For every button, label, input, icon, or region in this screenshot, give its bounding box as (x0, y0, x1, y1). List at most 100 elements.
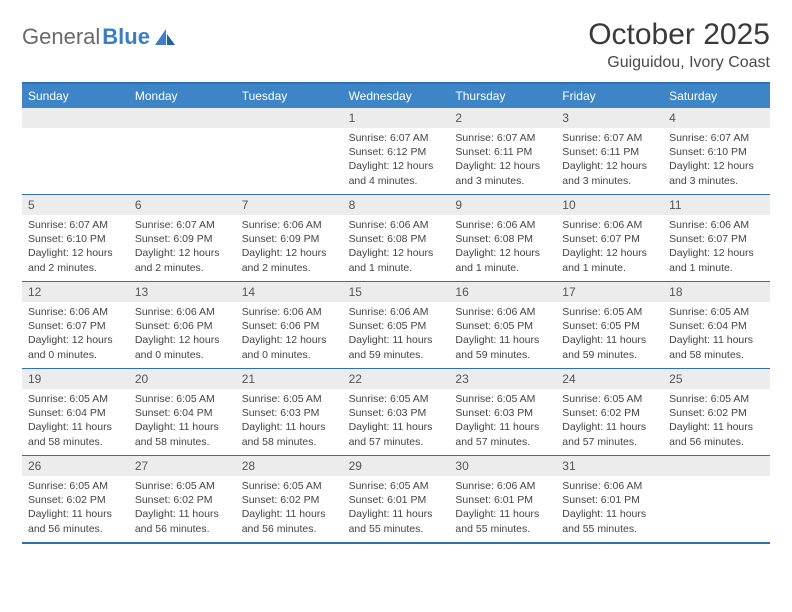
sunrise-text: Sunrise: 6:07 AM (455, 131, 550, 145)
calendar-cell (129, 108, 236, 194)
daylight-text: Daylight: 11 hours (349, 333, 444, 347)
day-details: Sunrise: 6:06 AMSunset: 6:01 PMDaylight:… (449, 476, 556, 540)
calendar-cell: 12Sunrise: 6:06 AMSunset: 6:07 PMDayligh… (22, 282, 129, 368)
calendar-cell: 4Sunrise: 6:07 AMSunset: 6:10 PMDaylight… (663, 108, 770, 194)
daylight-text: Daylight: 12 hours (135, 333, 230, 347)
day-details: Sunrise: 6:05 AMSunset: 6:03 PMDaylight:… (236, 389, 343, 453)
day-number: 14 (236, 282, 343, 302)
title-block: October 2025 Guiguidou, Ivory Coast (588, 18, 770, 72)
day-details: Sunrise: 6:05 AMSunset: 6:03 PMDaylight:… (449, 389, 556, 453)
calendar-cell: 5Sunrise: 6:07 AMSunset: 6:10 PMDaylight… (22, 195, 129, 281)
calendar-cell (22, 108, 129, 194)
daylight-text: and 2 minutes. (135, 261, 230, 275)
day-number: 3 (556, 108, 663, 128)
day-number: 30 (449, 456, 556, 476)
calendar-cell: 14Sunrise: 6:06 AMSunset: 6:06 PMDayligh… (236, 282, 343, 368)
day-details: Sunrise: 6:05 AMSunset: 6:04 PMDaylight:… (22, 389, 129, 453)
sunrise-text: Sunrise: 6:05 AM (135, 479, 230, 493)
calendar-cell: 26Sunrise: 6:05 AMSunset: 6:02 PMDayligh… (22, 456, 129, 542)
day-details: Sunrise: 6:06 AMSunset: 6:07 PMDaylight:… (22, 302, 129, 366)
sunset-text: Sunset: 6:09 PM (242, 232, 337, 246)
day-number: 11 (663, 195, 770, 215)
daylight-text: Daylight: 12 hours (455, 159, 550, 173)
day-number: 23 (449, 369, 556, 389)
sunset-text: Sunset: 6:05 PM (455, 319, 550, 333)
logo: General Blue (22, 18, 176, 50)
day-header-cell: Sunday (22, 84, 129, 108)
sunset-text: Sunset: 6:04 PM (669, 319, 764, 333)
daylight-text: Daylight: 12 hours (28, 246, 123, 260)
calendar-cell: 28Sunrise: 6:05 AMSunset: 6:02 PMDayligh… (236, 456, 343, 542)
daylight-text: Daylight: 12 hours (28, 333, 123, 347)
day-number: 21 (236, 369, 343, 389)
calendar-week: 5Sunrise: 6:07 AMSunset: 6:10 PMDaylight… (22, 194, 770, 281)
calendar-cell: 23Sunrise: 6:05 AMSunset: 6:03 PMDayligh… (449, 369, 556, 455)
daylight-text: and 59 minutes. (562, 348, 657, 362)
day-details: Sunrise: 6:07 AMSunset: 6:09 PMDaylight:… (129, 215, 236, 279)
daylight-text: and 1 minute. (669, 261, 764, 275)
daylight-text: and 56 minutes. (669, 435, 764, 449)
sunset-text: Sunset: 6:06 PM (242, 319, 337, 333)
calendar: SundayMondayTuesdayWednesdayThursdayFrid… (22, 82, 770, 544)
day-number: 25 (663, 369, 770, 389)
daylight-text: Daylight: 11 hours (562, 507, 657, 521)
day-number: 6 (129, 195, 236, 215)
day-number: 12 (22, 282, 129, 302)
daylight-text: Daylight: 12 hours (242, 246, 337, 260)
day-number (236, 108, 343, 128)
day-details: Sunrise: 6:06 AMSunset: 6:06 PMDaylight:… (129, 302, 236, 366)
sunrise-text: Sunrise: 6:07 AM (349, 131, 444, 145)
day-number: 19 (22, 369, 129, 389)
sunrise-text: Sunrise: 6:07 AM (562, 131, 657, 145)
daylight-text: Daylight: 11 hours (135, 420, 230, 434)
sunset-text: Sunset: 6:05 PM (349, 319, 444, 333)
calendar-cell: 18Sunrise: 6:05 AMSunset: 6:04 PMDayligh… (663, 282, 770, 368)
day-details: Sunrise: 6:06 AMSunset: 6:07 PMDaylight:… (663, 215, 770, 279)
day-number: 27 (129, 456, 236, 476)
sunrise-text: Sunrise: 6:06 AM (349, 305, 444, 319)
daylight-text: and 4 minutes. (349, 174, 444, 188)
day-number: 7 (236, 195, 343, 215)
sunset-text: Sunset: 6:06 PM (135, 319, 230, 333)
day-number: 13 (129, 282, 236, 302)
day-details: Sunrise: 6:06 AMSunset: 6:08 PMDaylight:… (449, 215, 556, 279)
calendar-week: 19Sunrise: 6:05 AMSunset: 6:04 PMDayligh… (22, 368, 770, 455)
sunset-text: Sunset: 6:07 PM (562, 232, 657, 246)
day-number: 29 (343, 456, 450, 476)
daylight-text: and 0 minutes. (28, 348, 123, 362)
sunset-text: Sunset: 6:07 PM (28, 319, 123, 333)
daylight-text: and 56 minutes. (242, 522, 337, 536)
daylight-text: Daylight: 11 hours (242, 507, 337, 521)
calendar-cell: 8Sunrise: 6:06 AMSunset: 6:08 PMDaylight… (343, 195, 450, 281)
day-header-cell: Wednesday (343, 84, 450, 108)
sunrise-text: Sunrise: 6:05 AM (28, 392, 123, 406)
calendar-cell: 30Sunrise: 6:06 AMSunset: 6:01 PMDayligh… (449, 456, 556, 542)
day-header-cell: Tuesday (236, 84, 343, 108)
daylight-text: Daylight: 12 hours (562, 246, 657, 260)
sunrise-text: Sunrise: 6:06 AM (28, 305, 123, 319)
calendar-cell: 16Sunrise: 6:06 AMSunset: 6:05 PMDayligh… (449, 282, 556, 368)
day-number: 17 (556, 282, 663, 302)
sunset-text: Sunset: 6:08 PM (455, 232, 550, 246)
daylight-text: Daylight: 12 hours (242, 333, 337, 347)
daylight-text: Daylight: 11 hours (669, 333, 764, 347)
calendar-cell: 10Sunrise: 6:06 AMSunset: 6:07 PMDayligh… (556, 195, 663, 281)
daylight-text: and 55 minutes. (455, 522, 550, 536)
sunset-text: Sunset: 6:10 PM (28, 232, 123, 246)
sunrise-text: Sunrise: 6:05 AM (455, 392, 550, 406)
calendar-cell: 9Sunrise: 6:06 AMSunset: 6:08 PMDaylight… (449, 195, 556, 281)
calendar-cell: 24Sunrise: 6:05 AMSunset: 6:02 PMDayligh… (556, 369, 663, 455)
calendar-cell: 2Sunrise: 6:07 AMSunset: 6:11 PMDaylight… (449, 108, 556, 194)
daylight-text: Daylight: 11 hours (562, 333, 657, 347)
day-number: 2 (449, 108, 556, 128)
daylight-text: and 58 minutes. (242, 435, 337, 449)
logo-text-1: General (22, 24, 100, 50)
sunrise-text: Sunrise: 6:05 AM (669, 305, 764, 319)
calendar-cell (236, 108, 343, 194)
day-details: Sunrise: 6:06 AMSunset: 6:05 PMDaylight:… (343, 302, 450, 366)
sunrise-text: Sunrise: 6:06 AM (562, 479, 657, 493)
logo-text-2: Blue (102, 24, 150, 50)
calendar-cell: 21Sunrise: 6:05 AMSunset: 6:03 PMDayligh… (236, 369, 343, 455)
sunrise-text: Sunrise: 6:06 AM (455, 305, 550, 319)
day-details: Sunrise: 6:07 AMSunset: 6:10 PMDaylight:… (663, 128, 770, 192)
